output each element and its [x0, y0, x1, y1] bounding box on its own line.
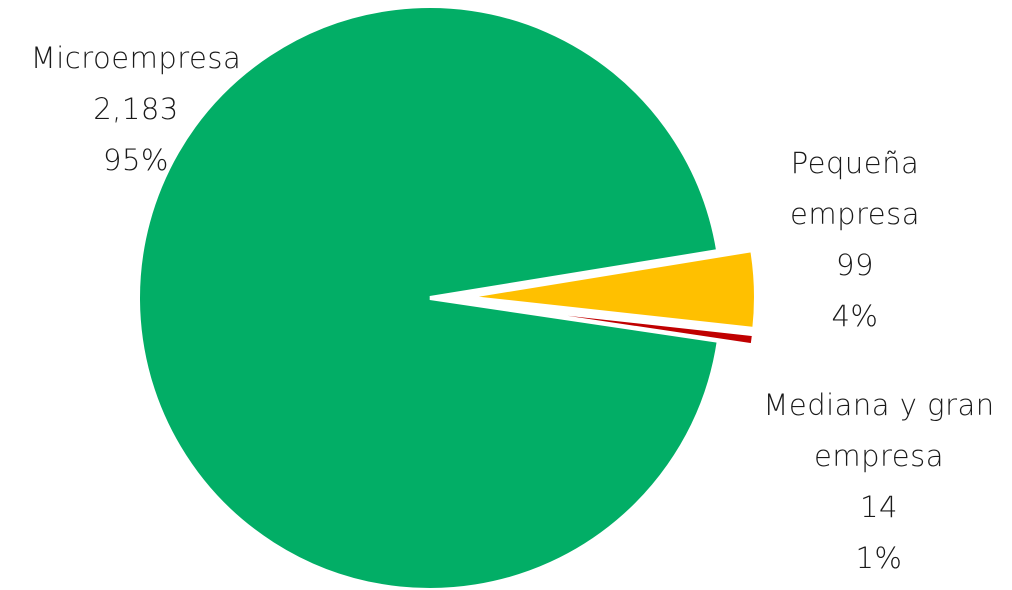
slice-percent-pequena: 4% — [831, 299, 879, 333]
slice-value-mediana: 14 — [860, 490, 898, 524]
slice-value-pequena: 99 — [836, 248, 874, 282]
slice-percent-mediana: 1% — [855, 541, 903, 575]
slice-microempresa — [136, 4, 722, 590]
slice-value-microempresa: 2,183 — [93, 92, 179, 126]
slice-label-microempresa: Microempresa 2,183 95% — [14, 33, 258, 186]
slice-name-mediana-line2: empresa — [813, 439, 944, 473]
slice-percent-microempresa: 95% — [103, 143, 169, 177]
slice-name-pequena-line1: Pequeña — [790, 146, 920, 180]
slice-name-mediana-line1: Mediana y gran — [763, 388, 995, 422]
slice-name-pequena-line2: empresa — [789, 197, 920, 231]
slice-pequena-empresa — [463, 247, 758, 332]
slice-name-microempresa: Microempresa — [30, 41, 242, 75]
slice-label-pequena-empresa: Pequeña empresa 99 4% — [760, 138, 950, 342]
slice-label-mediana-gran-empresa: Mediana y gran empresa 14 1% — [748, 380, 1010, 584]
